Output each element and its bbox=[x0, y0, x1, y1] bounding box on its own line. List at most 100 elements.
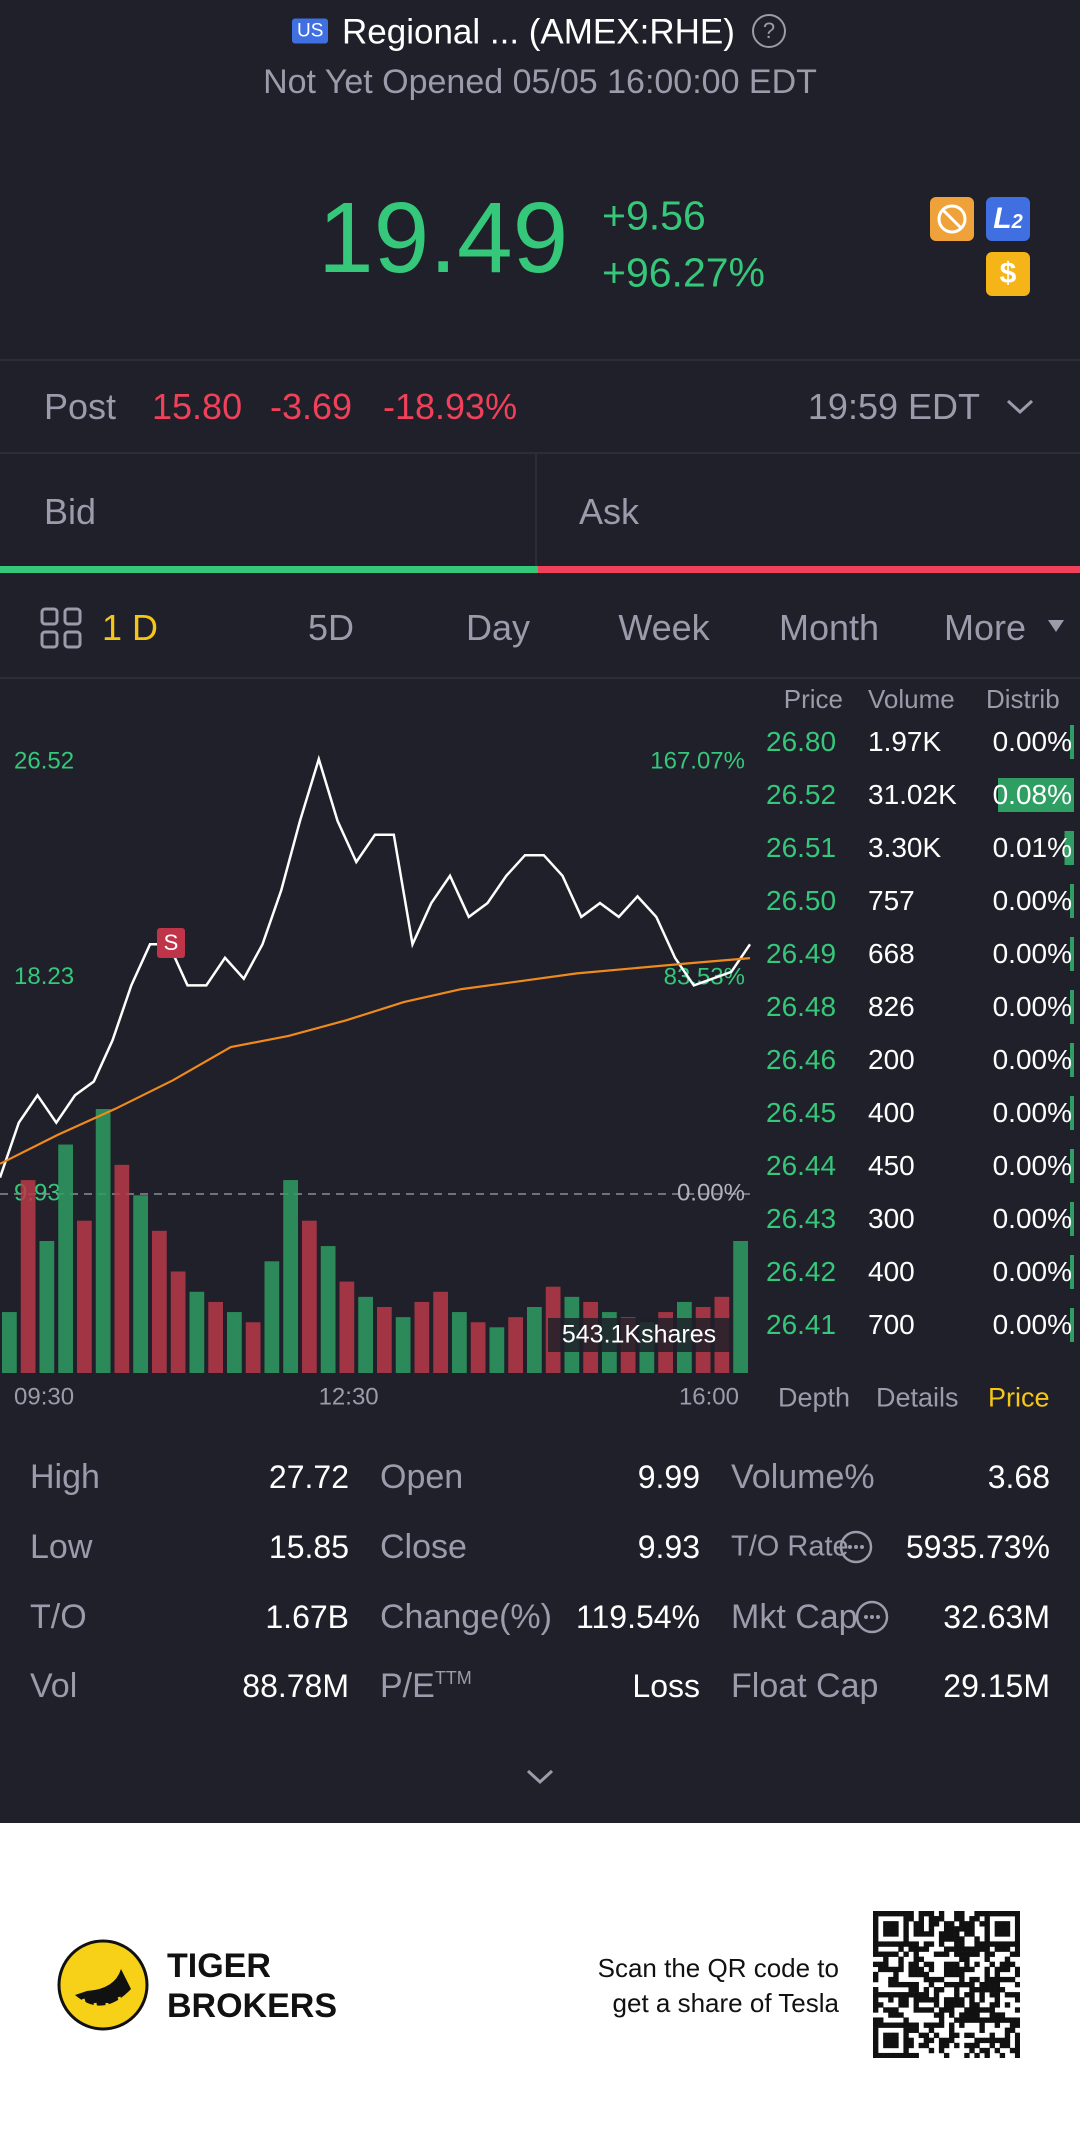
qr-cell bbox=[984, 1931, 990, 1937]
qr-cell bbox=[974, 1946, 980, 1952]
icon-orange[interactable] bbox=[930, 197, 974, 241]
qr-cell bbox=[878, 1966, 884, 1973]
market-badge: US bbox=[292, 18, 329, 44]
icon-dollar[interactable]: $ bbox=[986, 252, 1030, 296]
qr-cell bbox=[1009, 1992, 1016, 1998]
post-change-pct: -18.93% bbox=[383, 386, 518, 427]
qr-cell bbox=[883, 1911, 889, 1917]
divider bbox=[0, 359, 1080, 361]
qr-cell bbox=[949, 1966, 955, 1973]
qr-cell bbox=[999, 1941, 1006, 1947]
qr-cell bbox=[903, 2002, 909, 2008]
book-distrib: 0.00% bbox=[992, 1097, 1072, 1128]
qr-cell bbox=[893, 1911, 899, 1917]
qr-cell bbox=[903, 1981, 909, 1988]
qr-cell bbox=[989, 2007, 995, 2013]
book-distrib: 0.01% bbox=[992, 832, 1072, 863]
book-tab[interactable]: Price bbox=[988, 1382, 1050, 1413]
book-tab[interactable]: Depth bbox=[778, 1382, 851, 1413]
qr-cell bbox=[918, 2007, 924, 2013]
qr-cell bbox=[928, 1911, 935, 1917]
qr-cell bbox=[994, 1976, 1001, 1983]
tab[interactable]: 1 D bbox=[102, 607, 159, 648]
qr-cell bbox=[888, 2042, 894, 2049]
qr-cell bbox=[938, 1987, 945, 1993]
qr-cell bbox=[999, 1946, 1006, 1952]
qr-cell bbox=[923, 2042, 930, 2049]
qr-cell bbox=[938, 1976, 945, 1983]
qr-cell bbox=[1014, 2007, 1020, 2013]
qr-cell bbox=[974, 1976, 980, 1983]
volume-bar bbox=[264, 1261, 280, 1373]
qr-cell bbox=[873, 2037, 879, 2044]
qr-cell bbox=[959, 1926, 965, 1932]
qr-cell bbox=[908, 1966, 914, 1973]
qr-cell bbox=[969, 1992, 975, 1998]
qr-cell bbox=[979, 1911, 985, 1917]
qr-cell bbox=[908, 1987, 914, 1993]
sell-marker: S bbox=[164, 930, 179, 955]
qr-cell bbox=[1004, 2032, 1011, 2039]
book-volume: 826 bbox=[868, 991, 915, 1022]
qr-cell bbox=[893, 2022, 899, 2028]
qr-cell bbox=[954, 1946, 960, 1952]
book-tab[interactable]: Details bbox=[876, 1382, 959, 1413]
qr-cell bbox=[913, 2027, 919, 2033]
tab[interactable]: More bbox=[944, 607, 1027, 648]
qr-cell bbox=[883, 1956, 889, 1962]
expand-icon[interactable] bbox=[1004, 396, 1036, 418]
distrib-bar bbox=[1070, 1202, 1074, 1236]
qr-cell bbox=[933, 2012, 940, 2018]
qr-cell bbox=[974, 2042, 980, 2049]
ask-label: Ask bbox=[579, 491, 640, 532]
qr-cell bbox=[908, 1992, 914, 1998]
stat-value: 15.85 bbox=[268, 1529, 349, 1565]
qr-cell bbox=[989, 1987, 995, 1993]
tab[interactable]: Month bbox=[778, 607, 880, 648]
qr-cell bbox=[898, 1992, 904, 1998]
qr-cell bbox=[888, 2022, 894, 2028]
more-icon[interactable] bbox=[524, 1767, 556, 1787]
tab[interactable]: 5D bbox=[307, 607, 355, 648]
qr-cell bbox=[964, 1992, 970, 1998]
info-dot bbox=[864, 1615, 868, 1619]
tab[interactable]: Week bbox=[618, 607, 710, 648]
qr-cell bbox=[949, 2027, 955, 2033]
qr-cell bbox=[949, 1921, 955, 1927]
book-price: 26.48 bbox=[766, 991, 837, 1022]
qr-cell bbox=[873, 2042, 879, 2049]
qr-cell bbox=[969, 2032, 975, 2039]
qr-cell bbox=[964, 1921, 970, 1927]
qr-code bbox=[873, 1911, 1020, 2058]
qr-cell bbox=[878, 1951, 884, 1957]
qr-cell bbox=[1004, 1926, 1011, 1932]
qr-cell bbox=[918, 1956, 924, 1962]
icon-l2[interactable]: L2 bbox=[986, 197, 1030, 241]
qr-cell bbox=[994, 1941, 1001, 1947]
volume-bar bbox=[414, 1301, 430, 1373]
qr-cell bbox=[964, 1931, 970, 1937]
qr-cell bbox=[913, 1926, 919, 1932]
qr-cell bbox=[999, 1926, 1006, 1932]
help-icon[interactable]: ? bbox=[752, 14, 786, 48]
qr-cell bbox=[918, 2042, 924, 2049]
qr-cell bbox=[1014, 1971, 1020, 1978]
y2-tick-label: 0.00% bbox=[677, 1179, 745, 1206]
volume-bar bbox=[283, 1180, 298, 1373]
qr-cell bbox=[913, 1987, 919, 1993]
qr-cell bbox=[964, 1961, 970, 1968]
tab[interactable]: Day bbox=[465, 607, 531, 648]
qr-cell bbox=[923, 1941, 930, 1947]
qr-cell bbox=[943, 1946, 950, 1952]
qr-cell bbox=[959, 1956, 965, 1962]
qr-cell bbox=[898, 2002, 904, 2008]
layout-icon[interactable] bbox=[40, 607, 82, 649]
book-volume: 31.02K bbox=[868, 779, 957, 810]
qr-cell bbox=[873, 1941, 879, 1947]
qr-cell bbox=[954, 1961, 960, 1968]
qr-cell bbox=[959, 1951, 965, 1957]
qr-cell bbox=[954, 1911, 960, 1917]
book-volume: 700 bbox=[868, 1309, 915, 1340]
volume-bar bbox=[95, 1109, 111, 1373]
qr-cell bbox=[888, 2052, 894, 2058]
